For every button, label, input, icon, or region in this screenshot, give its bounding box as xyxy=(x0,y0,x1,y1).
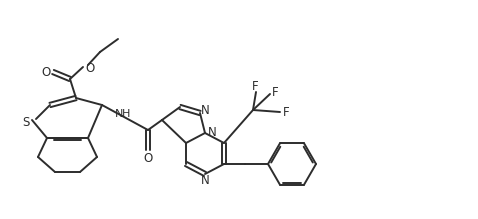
Text: N: N xyxy=(201,175,209,187)
Text: O: O xyxy=(143,152,152,164)
Text: N: N xyxy=(207,125,217,138)
Text: N: N xyxy=(201,104,209,117)
Text: S: S xyxy=(22,115,30,129)
Text: F: F xyxy=(252,81,258,94)
Text: N: N xyxy=(115,109,123,119)
Text: H: H xyxy=(122,109,130,119)
Text: O: O xyxy=(86,62,95,76)
Text: O: O xyxy=(42,67,51,79)
Text: F: F xyxy=(272,87,278,99)
Text: F: F xyxy=(282,106,289,120)
